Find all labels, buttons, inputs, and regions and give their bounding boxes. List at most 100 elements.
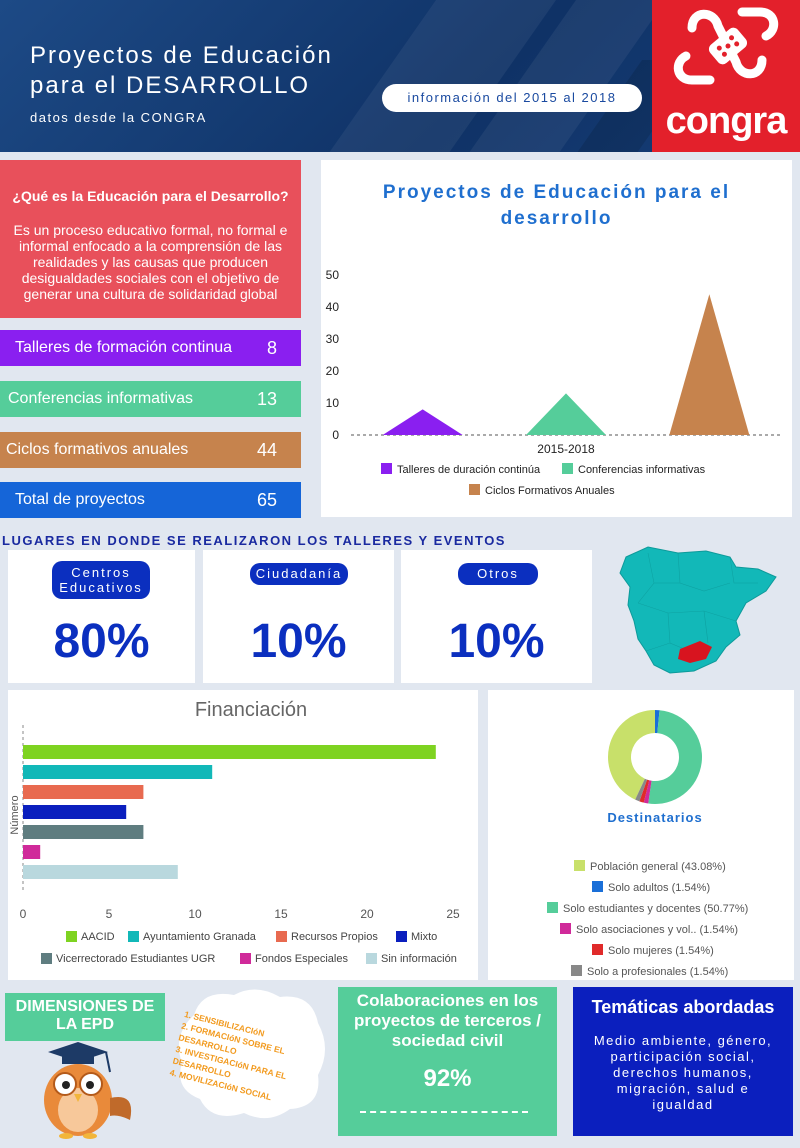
x-tick-label: 10 [188, 907, 202, 921]
y-tick-label: 40 [326, 300, 340, 314]
page-title-line1: Proyectos de Educación [30, 42, 333, 69]
financing-panel: Financiación Número 0 5 10 15 20 25 AACID Ayuntam… [8, 690, 478, 980]
legend-swatch [574, 860, 585, 871]
place-value: 10% [250, 615, 347, 668]
stat-value: 13 [256, 389, 277, 409]
legend-label: Recursos Propios [291, 931, 378, 943]
granada-highlight [678, 641, 712, 663]
collaborations-box: Colaboraciones en los proyectos de terce… [338, 987, 557, 1136]
legend-label: Solo asociaciones y vol.. (1.54%) [576, 924, 738, 936]
legend-label: Fondos Especiales [255, 953, 348, 965]
dimensions-cloud [178, 989, 325, 1119]
y-tick-label: 10 [326, 396, 340, 410]
stat-label: Talleres de formación continua [15, 339, 233, 356]
page-subtitle: datos desde la CONGRA [30, 110, 207, 125]
date-range-pill: información del 2015 al 2018 [382, 84, 642, 112]
congra-logo-icon [673, 7, 779, 85]
x-tick-label: 20 [360, 907, 374, 921]
legend-swatch [276, 931, 287, 942]
x-tick-label: 25 [446, 907, 460, 921]
legend-swatch [366, 953, 377, 964]
stat-ciclos: Ciclos formativos anuales 44 [0, 432, 301, 468]
legend-label: Ciclos Formativos Anuales [485, 485, 615, 497]
legend-label: Mixto [411, 931, 437, 943]
legend-swatch [547, 902, 558, 913]
chart-title: Financiación [195, 699, 307, 721]
slice-4 [639, 779, 650, 803]
place-label: Centros Educativos [52, 561, 150, 599]
stat-value: 44 [256, 440, 277, 460]
congra-logo [652, 0, 800, 152]
collaborations-value: 92% [423, 1065, 472, 1092]
stat-label: Conferencias informativas [8, 390, 193, 407]
definition-box: ¿Qué es la Educación para el Desarrollo?… [0, 160, 301, 318]
legend-swatch [66, 931, 77, 942]
definition-text: Es un proceso educativo formal, no forma… [13, 222, 288, 302]
definition-question: ¿Qué es la Educación para el Desarrollo? [12, 188, 289, 204]
x-tick-label: 5 [106, 907, 113, 921]
place-card-otros: Otros 10% [401, 550, 592, 683]
projects-chart: 0 10 20 30 40 50 2015-2018 Talleres de duración… [326, 268, 781, 497]
legend-label: AACID [81, 931, 115, 943]
legend-swatch [592, 944, 603, 955]
legend-swatch [562, 463, 573, 474]
legend-swatch [381, 463, 392, 474]
topics-title: Temáticas abordadas [591, 997, 775, 1017]
legend-label: Vicerrectorado Estudiantes UGR [56, 953, 215, 965]
stat-label: Ciclos formativos anuales [6, 441, 189, 458]
bar-2 [23, 785, 144, 799]
bar-4 [23, 825, 144, 839]
legend-label: Solo estudiantes y docentes (50.77%) [563, 903, 748, 915]
dashed-divider [360, 1111, 528, 1113]
place-value: 80% [53, 615, 150, 668]
spain-map [619, 546, 777, 674]
dimensions-title: DIMENSIONES DE LA EPD [5, 993, 165, 1041]
stat-value: 65 [256, 490, 277, 510]
legend-label: Solo adultos (1.54%) [608, 882, 710, 894]
legend-label: Solo a profesionales (1.54%) [587, 966, 728, 978]
financing-chart: Financiación Número 0 5 10 15 20 25 AACID Ayuntam… [9, 699, 460, 965]
legend-label: Ayuntamiento Granada [143, 931, 257, 943]
slice-3 [643, 780, 652, 804]
y-axis-label: Número [9, 795, 21, 834]
page-title-line2: para el DESARROLLO [30, 72, 311, 99]
bar-0 [382, 409, 463, 435]
legend-label: Población general (43.08%) [590, 861, 726, 873]
legend-swatch [240, 953, 251, 964]
bar-1 [526, 393, 606, 435]
recipients-panel: Destinatarios Población general (43.08%) S… [488, 690, 794, 980]
place-value: 10% [448, 615, 545, 668]
owl-icon [44, 1042, 132, 1139]
places-title: LUGARES EN DONDE SE REALIZARON LOS TALLE… [2, 533, 506, 548]
slice-5 [635, 778, 648, 802]
place-card-centros: Centros Educativos 80% [8, 550, 195, 683]
bar-5 [23, 845, 41, 859]
legend-swatch [41, 953, 52, 964]
logo-text: congra [665, 100, 788, 142]
slice-0 [608, 710, 655, 800]
stat-value: 8 [266, 338, 277, 358]
legend-label: Sin información [381, 953, 457, 965]
legend-label: Conferencias informativas [578, 464, 706, 476]
stat-total: Total de proyectos 65 [0, 482, 301, 518]
projects-chart-panel: Proyectos de Educación para el desarroll… [321, 160, 792, 517]
bar-1 [23, 765, 213, 779]
bar-3 [23, 805, 127, 819]
legend-swatch [592, 881, 603, 892]
slice-1 [655, 710, 660, 734]
stat-label: Total de proyectos [15, 491, 145, 508]
bar-0 [23, 745, 436, 759]
recipients-chart: Destinatarios Población general (43.08%) S… [547, 710, 748, 978]
stat-conferencias: Conferencias informativas 13 [0, 381, 301, 417]
bar-2 [669, 294, 750, 435]
place-label: Otros [458, 563, 538, 585]
legend-swatch [571, 965, 582, 976]
place-card-ciudadania: Ciudadanía 10% [203, 550, 394, 683]
chart-title: Destinatarios [607, 810, 702, 825]
y-tick-label: 20 [326, 364, 340, 378]
collaborations-title: Colaboraciones en los proyectos de terce… [353, 991, 542, 1050]
y-tick-label: 30 [326, 332, 340, 346]
legend-swatch [396, 931, 407, 942]
bar-6 [23, 865, 178, 879]
x-tick-label: 0 [20, 907, 27, 921]
